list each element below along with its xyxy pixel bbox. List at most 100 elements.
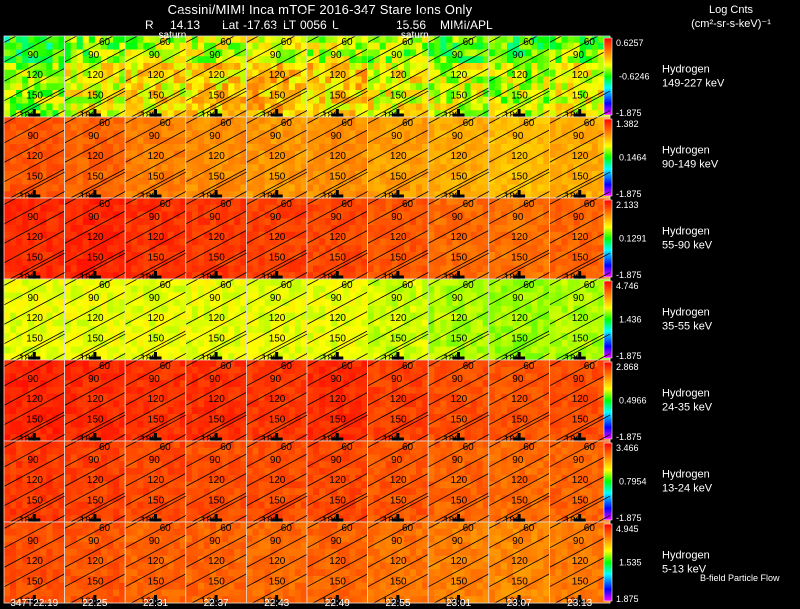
contour-label: 90 xyxy=(270,50,282,61)
contour-label: 120 xyxy=(511,70,528,81)
contour-label: 150 xyxy=(390,90,407,101)
contour-label: 180 xyxy=(443,435,460,446)
contour-label: 150 xyxy=(572,252,589,263)
contour-label: 60 xyxy=(99,523,111,534)
contour-label: 120 xyxy=(208,394,225,405)
lt-value: 0056 xyxy=(300,18,327,32)
contour-label: 120 xyxy=(208,475,225,486)
contour-label: 180 xyxy=(443,516,460,527)
contour-label: 60 xyxy=(402,199,414,210)
contour-label: 120 xyxy=(511,232,528,243)
colorbar-max: 2.133 xyxy=(616,200,639,210)
contour-label: 180 xyxy=(564,273,581,284)
image-frame: 60 90 120 150 180 xyxy=(367,495,429,608)
contour-label: 150 xyxy=(511,252,528,263)
contour-label: 90 xyxy=(88,455,100,466)
x-tick-label: 22:31 xyxy=(143,598,168,609)
image-frame: 60 90 120 150 180 xyxy=(427,495,490,608)
contour-label: 120 xyxy=(208,313,225,324)
contour-label: 180 xyxy=(201,273,218,284)
contour-label: 90 xyxy=(149,374,161,385)
x-tick-label: 22:49 xyxy=(325,598,350,609)
contour-label: 120 xyxy=(269,556,286,567)
contour-label: 60 xyxy=(281,523,293,534)
contour-label: 90 xyxy=(512,212,524,223)
contour-label: 180 xyxy=(19,192,36,203)
contour-label: 90 xyxy=(512,455,524,466)
colorbar-mid: -0.6246 xyxy=(619,72,650,82)
r-value: 14.13 xyxy=(170,18,201,32)
contour-label: 180 xyxy=(504,597,521,608)
channel-species: Hydrogen xyxy=(662,64,710,76)
image-frame: 60 90 120 150 180 xyxy=(306,333,368,446)
contour-label: 60 xyxy=(160,523,172,534)
contour-label: 60 xyxy=(402,118,414,129)
contour-label: 150 xyxy=(269,252,286,263)
image-frame: 60 90 120 150 180 xyxy=(64,414,126,527)
contour-label: 150 xyxy=(87,495,104,506)
contour-label: 60 xyxy=(99,361,111,372)
contour-label: 150 xyxy=(572,171,589,182)
contour-label: 150 xyxy=(572,576,589,587)
image-frame: 60 90 120 150 180 xyxy=(306,495,368,608)
pitch-angle-contours xyxy=(428,495,489,607)
contour-label: 60 xyxy=(220,199,232,210)
contour-label: 180 xyxy=(80,273,97,284)
contour-label: 180 xyxy=(261,354,278,365)
contour-label: 180 xyxy=(504,111,521,122)
image-frame: 60 90 120 150 180 xyxy=(64,9,126,122)
contour-label: 90 xyxy=(573,374,585,385)
colorbar-min: -1.875 xyxy=(616,351,642,361)
contour-label: 120 xyxy=(390,232,407,243)
contour-label: 180 xyxy=(443,354,460,365)
image-frame: 60 90 120 150 180 xyxy=(185,9,247,122)
contour-label: 180 xyxy=(383,597,400,608)
contour-label: 180 xyxy=(140,516,157,527)
pitch-angle-contours xyxy=(488,171,550,283)
contour-label: 180 xyxy=(19,516,36,527)
contour-label: 90 xyxy=(270,293,282,304)
contour-label: 120 xyxy=(329,394,346,405)
contour-label: 60 xyxy=(463,523,475,534)
contour-label: 90 xyxy=(209,374,221,385)
pitch-angle-contours xyxy=(64,90,126,202)
contour-label: 60 xyxy=(523,118,535,129)
contour-label: 180 xyxy=(140,597,157,608)
contour-label: 120 xyxy=(269,70,286,81)
contour-label: 60 xyxy=(402,361,414,372)
contour-label: 90 xyxy=(149,50,161,61)
contour-label: 120 xyxy=(26,475,43,486)
contour-label: 90 xyxy=(88,50,100,61)
image-frame: 60 90 120 150 180 xyxy=(306,90,368,203)
contour-label: 180 xyxy=(504,192,521,203)
units-line-2: (cm²-sr-s-keV)⁻¹ xyxy=(691,18,771,30)
contour-label: 150 xyxy=(87,252,104,263)
pitch-angle-contours xyxy=(306,495,368,607)
colorbar-mid: 0.1464 xyxy=(619,153,647,163)
contour-label: 90 xyxy=(391,293,403,304)
contour-label: 60 xyxy=(463,361,475,372)
units-line-1: Log Cnts xyxy=(708,4,754,16)
contour-label: 120 xyxy=(87,313,104,324)
pitch-angle-contours xyxy=(306,252,368,364)
contour-label: 90 xyxy=(209,131,221,142)
contour-label: 120 xyxy=(87,394,104,405)
contour-label: 120 xyxy=(329,70,346,81)
contour-label: 180 xyxy=(201,597,218,608)
channel-species: Hydrogen xyxy=(662,307,710,319)
contour-label: 150 xyxy=(390,333,407,344)
contour-label: 180 xyxy=(504,354,521,365)
x-tick-label: 22:55 xyxy=(385,598,410,609)
pitch-angle-contours xyxy=(246,171,308,283)
contour-label: 180 xyxy=(261,435,278,446)
contour-label: 60 xyxy=(281,37,293,48)
pitch-angle-contours xyxy=(3,495,65,607)
contour-label: 60 xyxy=(160,442,172,453)
contour-label: 150 xyxy=(208,414,225,425)
channel-species: Hydrogen xyxy=(662,226,710,238)
pitch-angle-contours xyxy=(246,333,308,445)
contour-label: 60 xyxy=(341,280,353,291)
contour-label: 90 xyxy=(270,212,282,223)
contour-label: 60 xyxy=(160,37,172,48)
saturn-label: saturn xyxy=(159,30,187,41)
